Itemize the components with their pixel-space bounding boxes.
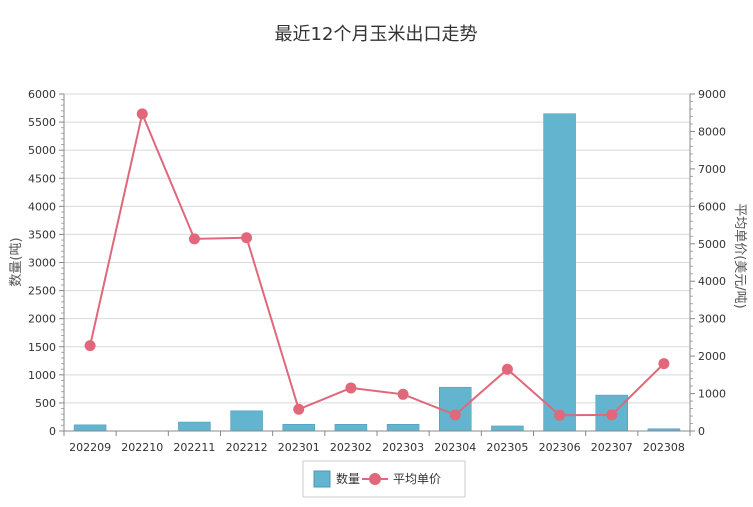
chart-title: 最近12个月玉米出口走势 bbox=[275, 24, 478, 45]
left-tick-label: 4500 bbox=[28, 172, 56, 185]
x-tick-label: 202211 bbox=[173, 441, 215, 454]
x-tick-label: 202306 bbox=[539, 441, 581, 454]
left-tick-label: 1500 bbox=[28, 341, 56, 354]
x-tick-label: 202308 bbox=[643, 441, 685, 454]
left-tick-label: 0 bbox=[49, 425, 56, 438]
x-tick-label: 202212 bbox=[226, 441, 268, 454]
left-tick-label: 2000 bbox=[28, 313, 56, 326]
left-tick-label: 1000 bbox=[28, 369, 56, 382]
legend-line-marker bbox=[369, 473, 381, 485]
x-tick-label: 202210 bbox=[121, 441, 163, 454]
bar bbox=[282, 424, 315, 432]
line-point bbox=[293, 403, 305, 415]
line-point bbox=[345, 382, 357, 394]
left-axis: 0 500 1000 1500 2000 2500 3000 3500 4000 4500 5000… bbox=[28, 88, 65, 438]
x-tick-label: 202307 bbox=[591, 441, 633, 454]
right-tick-label: 0 bbox=[698, 425, 705, 438]
right-axis-title: 平均单价(美元/吨) bbox=[732, 203, 747, 309]
left-tick-label: 6000 bbox=[28, 88, 56, 101]
x-tick-label: 202209 bbox=[69, 441, 111, 454]
line-point bbox=[84, 340, 96, 352]
right-tick-label: 1000 bbox=[698, 388, 726, 401]
left-axis-title: 数量(吨) bbox=[9, 237, 24, 286]
line-point bbox=[449, 409, 461, 421]
right-tick-label: 2000 bbox=[698, 350, 726, 363]
right-tick-label: 4000 bbox=[698, 275, 726, 288]
bar bbox=[73, 424, 107, 432]
right-tick-label: 8000 bbox=[698, 125, 726, 138]
x-tick-label: 202302 bbox=[330, 441, 372, 454]
right-tick-label: 3000 bbox=[698, 313, 726, 326]
bar bbox=[439, 386, 472, 432]
x-tick-label: 202304 bbox=[434, 441, 476, 454]
gridlines bbox=[64, 93, 690, 432]
left-tick-label: 500 bbox=[35, 397, 56, 410]
x-axis: 202209 202210 202211 202212 202301 202302 2023… bbox=[63, 430, 691, 454]
x-tick-label: 202305 bbox=[486, 441, 528, 454]
right-axis: 0 1000 2000 3000 4000 5000 6000 7000 8000 9000 bbox=[689, 88, 726, 438]
line-point bbox=[397, 388, 409, 400]
left-tick-label: 4000 bbox=[28, 200, 56, 213]
right-tick-label: 5000 bbox=[698, 238, 726, 251]
left-tick-label: 5500 bbox=[28, 116, 56, 129]
x-tick-label: 202303 bbox=[382, 441, 424, 454]
left-tick-label: 3500 bbox=[28, 228, 56, 241]
bar bbox=[543, 113, 576, 432]
line-point bbox=[188, 233, 200, 245]
bar bbox=[230, 410, 263, 432]
line-series bbox=[84, 108, 670, 421]
bar bbox=[334, 424, 368, 432]
x-tick-label: 202301 bbox=[278, 441, 320, 454]
legend-bar-label: 数量 bbox=[336, 471, 360, 486]
line-point bbox=[606, 409, 618, 421]
line-point bbox=[501, 363, 513, 375]
right-tick-label: 7000 bbox=[698, 163, 726, 176]
legend-line-label: 平均单价 bbox=[393, 472, 441, 486]
line-point bbox=[554, 409, 566, 421]
line-point bbox=[136, 108, 148, 120]
line-point bbox=[241, 232, 253, 244]
right-tick-label: 9000 bbox=[698, 88, 726, 101]
bar bbox=[491, 425, 524, 432]
left-tick-label: 3000 bbox=[28, 257, 56, 270]
right-tick-label: 6000 bbox=[698, 200, 726, 213]
line-point bbox=[658, 358, 670, 370]
legend-bar-swatch bbox=[313, 470, 331, 488]
legend: 数量 平均单价 bbox=[302, 460, 466, 498]
left-tick-label: 2500 bbox=[28, 285, 56, 298]
left-tick-label: 5000 bbox=[28, 144, 56, 157]
bar bbox=[178, 421, 211, 432]
bar-series bbox=[73, 113, 681, 432]
line-path bbox=[89, 110, 665, 417]
bar bbox=[386, 424, 420, 432]
